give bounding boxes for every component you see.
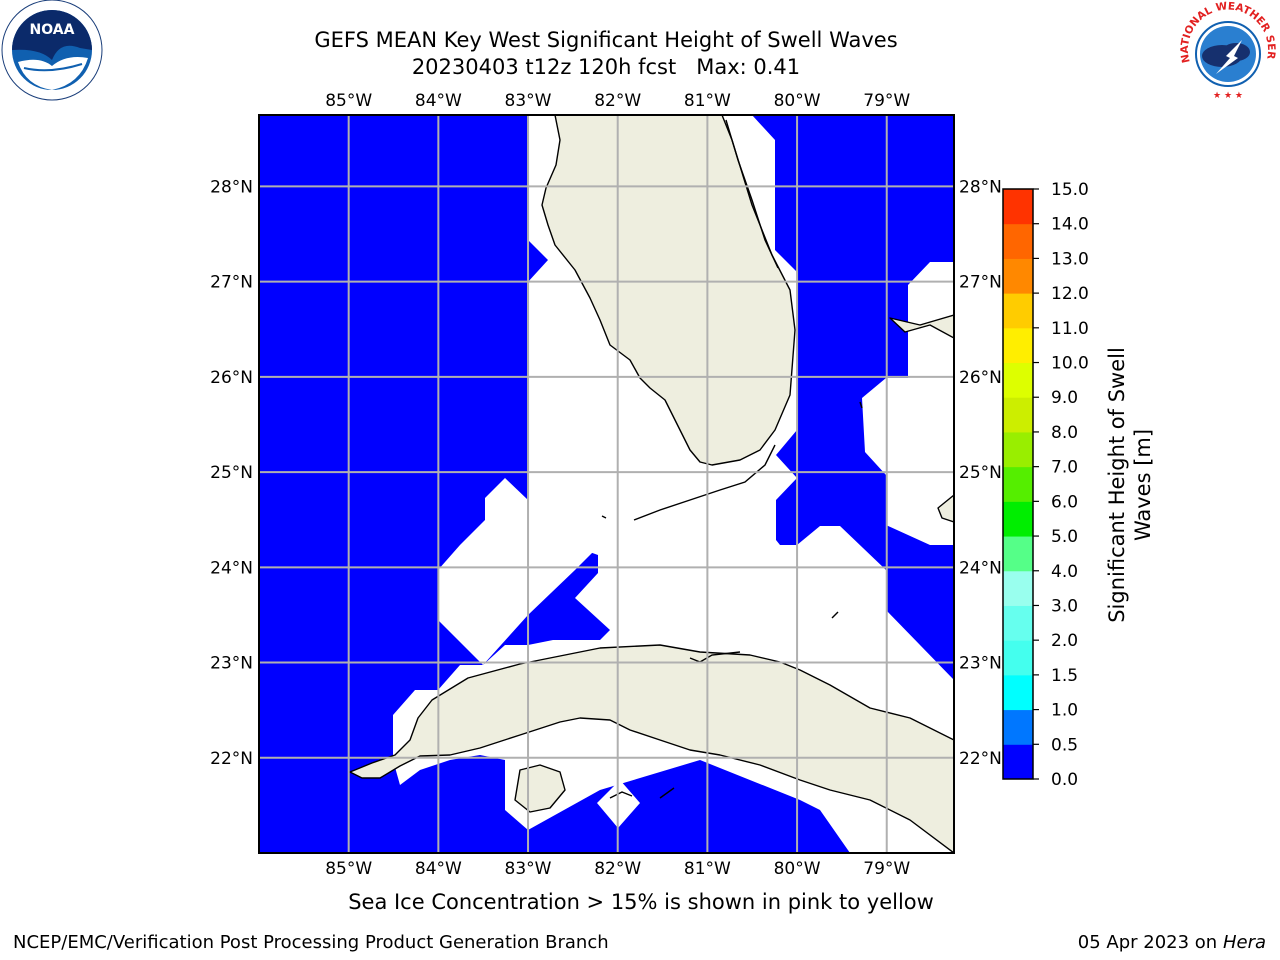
colorbar-segment <box>1003 605 1033 641</box>
lat-tick-label-right: 24°N <box>959 558 1002 578</box>
colorbar-tick-label: 14.0 <box>1051 215 1089 235</box>
lat-tick-label-right: 28°N <box>959 177 1002 197</box>
colorbar-tick-label: 12.0 <box>1051 284 1089 304</box>
colorbar-title-line2: Waves [m] <box>1131 429 1155 541</box>
lat-tick-label-left: 24°N <box>210 558 253 578</box>
map-tick-labels: 85°W 85°W 84°W 84°W 83°W 83°W 82°W 82°W 81°W 81°W… <box>210 91 1002 879</box>
colorbar <box>1002 188 1039 780</box>
lon-tick-label-bottom: 79°W <box>863 859 910 879</box>
cuba-land <box>349 644 954 853</box>
colorbar-tick-label: 4.0 <box>1051 562 1078 582</box>
colorbar-tick-label: 1.5 <box>1051 666 1078 686</box>
bahamas-land <box>889 314 954 339</box>
noaa-logo: NOAA <box>1 0 103 101</box>
colorbar-segment <box>1003 536 1033 572</box>
colorbar-labels: 0.0 0.5 1.0 1.5 2.0 3.0 4.0 5.0 6.0 7.0 8.0 9.0 10.0… <box>1051 180 1089 790</box>
colorbar-tick-label: 13.0 <box>1051 249 1089 269</box>
footer-organization: NCEP/EMC/Verification Post Processing Pr… <box>13 932 609 953</box>
footer-machine: Hera <box>1222 932 1266 953</box>
colorbar-tick-label: 5.0 <box>1051 527 1078 547</box>
colorbar-tick-label: 9.0 <box>1051 388 1078 408</box>
colorbar-segment <box>1003 640 1033 676</box>
coastline-details <box>601 119 863 799</box>
map-gridlines <box>259 115 954 853</box>
colorbar-tick-label: 0.5 <box>1051 735 1078 755</box>
lon-tick-label-top: 79°W <box>863 91 910 111</box>
lat-tick-label-left: 22°N <box>210 749 253 769</box>
colorbar-segment <box>1003 397 1033 433</box>
colorbar-segment <box>1003 466 1033 502</box>
colorbar-segment <box>1003 258 1033 294</box>
map-title-line1: GEFS MEAN Key West Significant Height of… <box>314 28 898 52</box>
lat-tick-label-left: 27°N <box>210 273 253 293</box>
lon-tick-label-top: 81°W <box>684 91 731 111</box>
nws-logo-stars: ★ ★ ★ <box>1213 91 1243 101</box>
colorbar-title-line1: Significant Height of Swell <box>1105 347 1129 623</box>
colorbar-tick-label: 6.0 <box>1051 492 1078 512</box>
lat-tick-label-left: 25°N <box>210 463 253 483</box>
colorbar-segment <box>1003 189 1033 225</box>
footer-run-info: 05 Apr 2023 on Hera <box>1078 932 1266 953</box>
lon-tick-label-top: 84°W <box>415 91 462 111</box>
map-frame <box>258 114 955 854</box>
nws-logo: NATIONAL WEATHER SERVICE ★ ★ ★ <box>1176 0 1277 101</box>
colorbar-segment <box>1003 327 1033 364</box>
lon-tick-label-bottom: 84°W <box>415 859 462 879</box>
colorbar-segment <box>1003 744 1033 780</box>
colorbar-tick-label: 7.0 <box>1051 458 1078 478</box>
lat-tick-label-right: 23°N <box>959 654 1002 674</box>
colorbar-tick-label: 11.0 <box>1051 319 1089 339</box>
colorbar-tick-label: 10.0 <box>1051 354 1089 374</box>
colorbar-segment <box>1003 293 1033 329</box>
lon-tick-label-top: 85°W <box>325 91 372 111</box>
map-title-line2: 20230403 t12z 120h fcst Max: 0.41 <box>411 55 801 79</box>
lat-tick-label-right: 26°N <box>959 368 1002 388</box>
lon-tick-label-top: 83°W <box>505 91 552 111</box>
colorbar-tick-label: 0.0 <box>1051 770 1078 790</box>
colorbar-segment <box>1003 362 1033 398</box>
lat-tick-label-left: 28°N <box>210 177 253 197</box>
colorbar-segment <box>1003 674 1033 711</box>
lon-tick-label-top: 82°W <box>594 91 641 111</box>
colorbar-tick-label: 1.0 <box>1051 701 1078 721</box>
lon-tick-label-bottom: 82°W <box>594 859 641 879</box>
footer-date: 05 Apr 2023 on <box>1077 932 1218 953</box>
lon-tick-label-bottom: 85°W <box>325 859 372 879</box>
colorbar-segment <box>1003 570 1033 606</box>
noaa-logo-text: NOAA <box>30 22 75 38</box>
lon-tick-label-bottom: 80°W <box>774 859 821 879</box>
sea-ice-note: Sea Ice Concentration > 15% is shown in … <box>348 890 934 914</box>
colorbar-frame <box>1002 188 1034 780</box>
lon-tick-label-bottom: 81°W <box>684 859 731 879</box>
colorbar-tick-label: 8.0 <box>1051 423 1078 443</box>
colorbar-segment <box>1003 501 1033 537</box>
lon-tick-label-top: 80°W <box>774 91 821 111</box>
colorbar-segment <box>1003 709 1033 745</box>
lat-tick-label-right: 25°N <box>959 463 1002 483</box>
andros-land <box>937 494 954 523</box>
colorbar-segment <box>1003 223 1033 259</box>
lat-tick-label-right: 22°N <box>959 749 1002 769</box>
lat-tick-label-right: 27°N <box>959 273 1002 293</box>
lat-tick-label-left: 26°N <box>210 368 253 388</box>
colorbar-tick-label: 15.0 <box>1051 180 1089 200</box>
colorbar-segment <box>1003 431 1033 468</box>
lat-tick-label-left: 23°N <box>210 654 253 674</box>
lon-tick-label-bottom: 83°W <box>505 859 552 879</box>
colorbar-tick-label: 3.0 <box>1051 596 1078 616</box>
colorbar-tick-label: 2.0 <box>1051 631 1078 651</box>
